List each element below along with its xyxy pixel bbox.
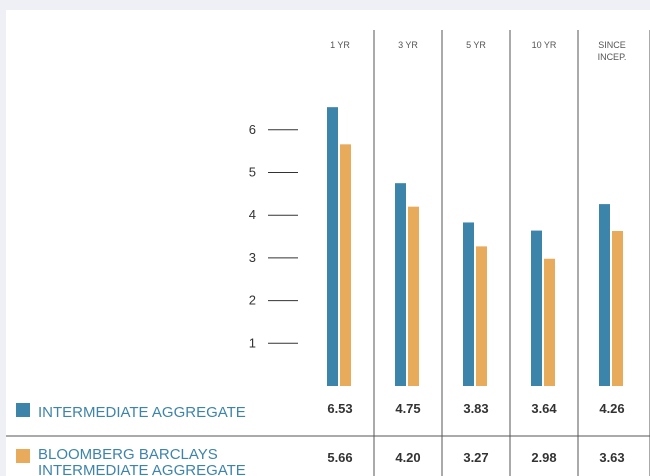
value-intermediate: 4.26 xyxy=(599,401,624,416)
value-benchmark: 3.27 xyxy=(463,450,488,465)
y-tick-label: 5 xyxy=(249,165,256,180)
bar-intermediate xyxy=(599,204,610,386)
value-intermediate: 6.53 xyxy=(327,401,352,416)
column-header: SINCE INCEP. xyxy=(598,40,627,62)
value-intermediate: 3.64 xyxy=(531,401,557,416)
bar-intermediate xyxy=(327,107,338,386)
y-tick-label: 6 xyxy=(249,122,256,137)
value-benchmark: 4.20 xyxy=(395,450,420,465)
column-header: 5 YR xyxy=(466,40,486,50)
value-benchmark: 5.66 xyxy=(327,450,352,465)
legend-label-benchmark: BLOOMBERG BARCLAYS INTERMEDIATE AGGREGATE xyxy=(38,446,246,476)
bar-benchmark xyxy=(340,144,351,386)
value-intermediate: 3.83 xyxy=(463,401,488,416)
value-benchmark: 3.63 xyxy=(599,450,624,465)
value-benchmark: 2.98 xyxy=(531,450,556,465)
y-tick-label: 3 xyxy=(249,250,256,265)
bar-benchmark xyxy=(612,230,623,386)
bar-benchmark xyxy=(476,246,487,386)
bar-benchmark xyxy=(544,258,555,386)
y-tick-label: 1 xyxy=(249,335,256,350)
value-intermediate: 4.75 xyxy=(395,401,420,416)
column-header: 1 YR xyxy=(330,40,350,50)
chart-panel: 1 YR 3 YR 5 YR 10 YR SINCE INCEP. 1 2 3 4 5 6 6.53 4.… xyxy=(6,10,650,476)
legend-swatch-benchmark xyxy=(16,449,30,463)
y-tick-label: 4 xyxy=(249,207,256,222)
bar-intermediate xyxy=(531,230,542,386)
y-tick-label: 2 xyxy=(249,293,256,308)
bar-benchmark xyxy=(408,206,419,386)
column-header: 10 YR xyxy=(532,40,557,50)
column-header: 3 YR xyxy=(398,40,418,50)
bar-intermediate xyxy=(463,222,474,386)
legend-label-intermediate: INTERMEDIATE AGGREGATE xyxy=(38,404,246,421)
legend-swatch-intermediate xyxy=(16,403,30,417)
returns-bar-chart: 1 YR 3 YR 5 YR 10 YR SINCE INCEP. 1 2 3 4 5 6 6.53 4.… xyxy=(6,30,650,476)
bar-intermediate xyxy=(395,183,406,386)
